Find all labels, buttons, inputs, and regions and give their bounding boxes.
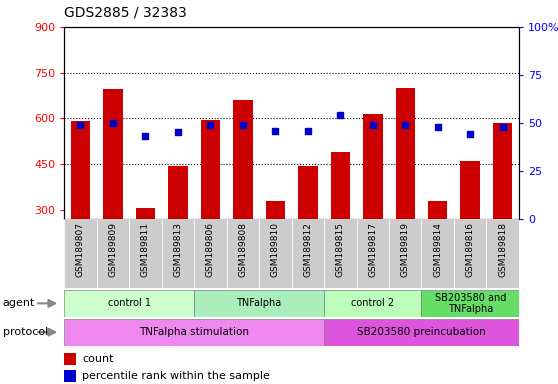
Bar: [324, 219, 357, 288]
Bar: [64, 370, 75, 382]
Bar: [64, 219, 97, 288]
Bar: [71, 121, 90, 301]
Point: [336, 112, 345, 118]
Text: GSM189810: GSM189810: [271, 222, 280, 277]
Bar: [421, 219, 454, 288]
Bar: [357, 219, 389, 288]
Text: count: count: [83, 354, 114, 364]
Bar: [324, 290, 421, 317]
Point: [304, 127, 312, 134]
Bar: [266, 200, 285, 301]
Bar: [97, 219, 129, 288]
Bar: [298, 166, 318, 301]
Text: GSM189813: GSM189813: [174, 222, 182, 277]
Text: GSM189812: GSM189812: [304, 222, 312, 277]
Bar: [421, 290, 519, 317]
Bar: [454, 219, 487, 288]
Bar: [136, 208, 155, 301]
Point: [174, 129, 182, 136]
Point: [498, 124, 507, 130]
Text: protocol: protocol: [3, 327, 48, 337]
Bar: [129, 219, 162, 288]
Point: [433, 124, 442, 130]
Text: GDS2885 / 32383: GDS2885 / 32383: [64, 5, 187, 19]
Point: [238, 122, 247, 128]
Text: GSM189811: GSM189811: [141, 222, 150, 277]
Text: control 2: control 2: [351, 298, 395, 308]
Point: [206, 122, 215, 128]
Point: [466, 131, 475, 137]
Point: [76, 122, 85, 128]
Text: GSM189816: GSM189816: [466, 222, 475, 277]
Point: [271, 127, 280, 134]
Text: percentile rank within the sample: percentile rank within the sample: [83, 371, 270, 381]
Text: TNFalpha stimulation: TNFalpha stimulation: [139, 327, 249, 337]
Bar: [162, 219, 194, 288]
Text: SB203580 and
TNFalpha: SB203580 and TNFalpha: [435, 293, 506, 314]
Point: [141, 133, 150, 139]
Bar: [428, 200, 448, 301]
Bar: [194, 219, 227, 288]
Point: [108, 120, 117, 126]
Bar: [64, 353, 75, 365]
Text: GSM189815: GSM189815: [336, 222, 345, 277]
Bar: [64, 319, 324, 346]
Text: GSM189809: GSM189809: [108, 222, 117, 277]
Text: GSM189806: GSM189806: [206, 222, 215, 277]
Bar: [396, 88, 415, 301]
Text: GSM189817: GSM189817: [368, 222, 377, 277]
Bar: [103, 89, 123, 301]
Text: GSM189818: GSM189818: [498, 222, 507, 277]
Bar: [291, 219, 324, 288]
Text: GSM189819: GSM189819: [401, 222, 410, 277]
Bar: [487, 219, 519, 288]
Bar: [194, 290, 324, 317]
Bar: [363, 114, 383, 301]
Point: [401, 122, 410, 128]
Text: SB203580 preincubation: SB203580 preincubation: [357, 327, 486, 337]
Text: GSM189808: GSM189808: [238, 222, 247, 277]
Bar: [389, 219, 421, 288]
Text: GSM189807: GSM189807: [76, 222, 85, 277]
Text: control 1: control 1: [108, 298, 151, 308]
Bar: [64, 290, 194, 317]
Text: TNFalpha: TNFalpha: [237, 298, 282, 308]
Bar: [460, 161, 480, 301]
Bar: [259, 219, 291, 288]
Bar: [227, 219, 259, 288]
Point: [368, 122, 377, 128]
Text: GSM189814: GSM189814: [433, 222, 442, 277]
Bar: [201, 120, 220, 301]
Bar: [168, 166, 187, 301]
Text: agent: agent: [3, 298, 35, 308]
Bar: [324, 319, 519, 346]
Bar: [330, 152, 350, 301]
Bar: [233, 100, 253, 301]
Bar: [493, 123, 512, 301]
